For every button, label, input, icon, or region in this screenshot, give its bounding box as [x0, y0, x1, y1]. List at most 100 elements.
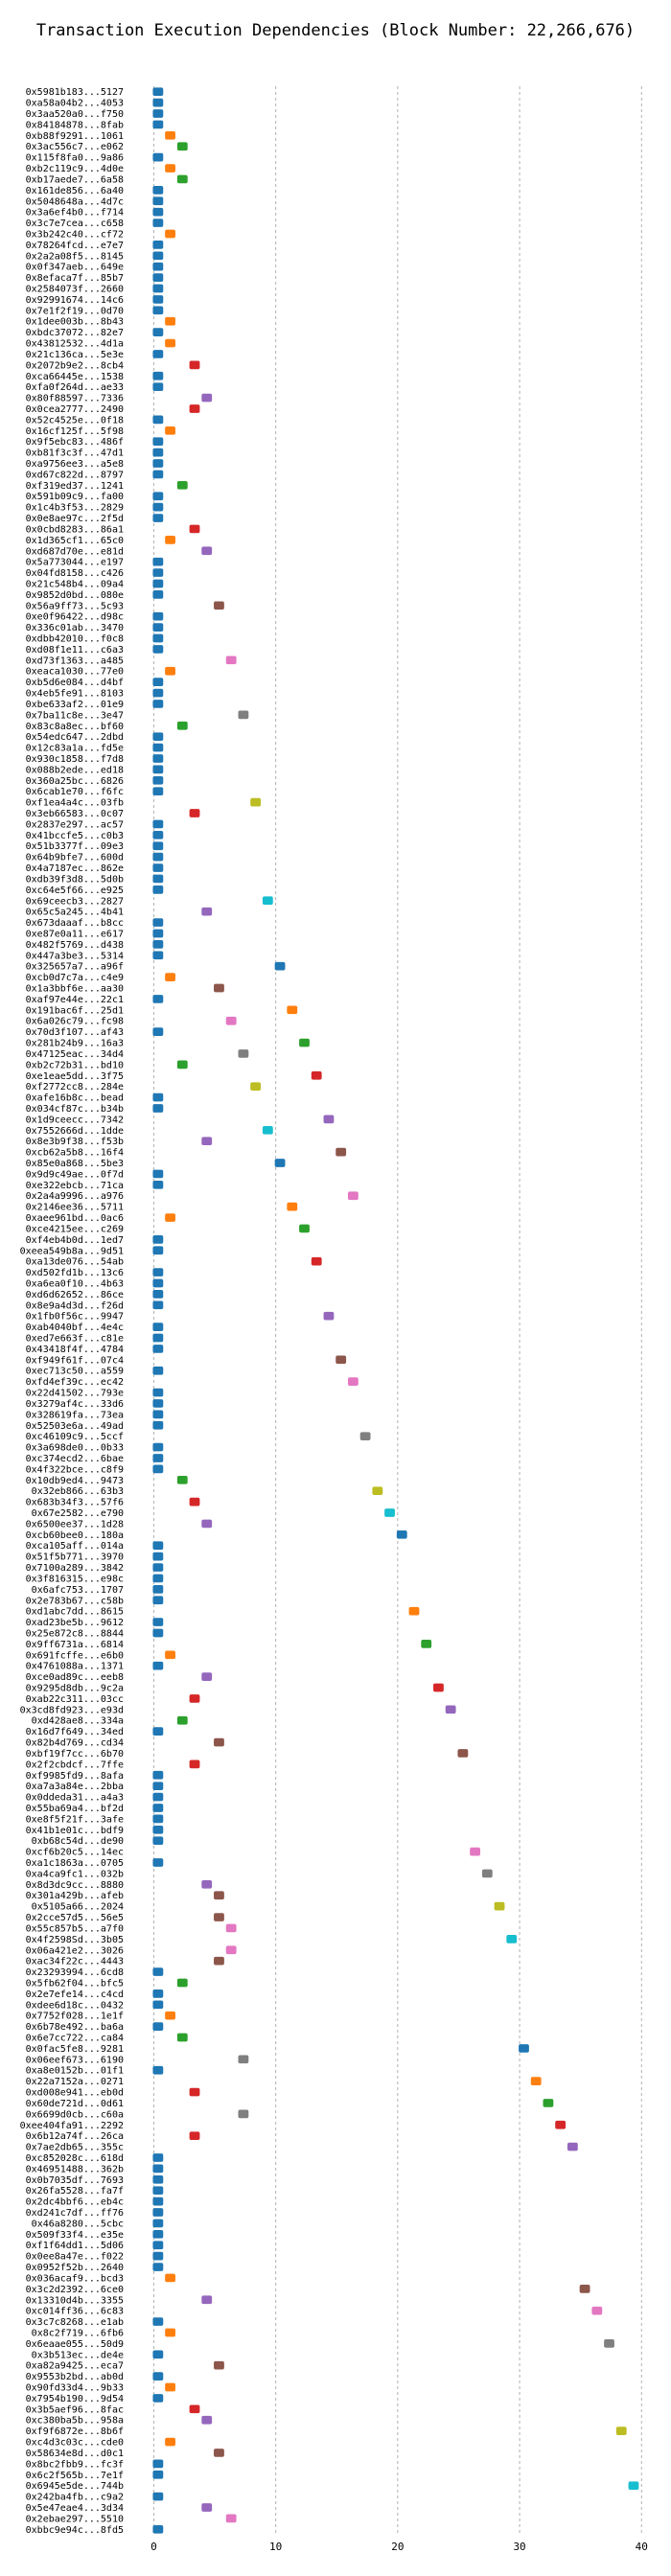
- task-bar: [445, 1705, 456, 1714]
- task-label: 0xe87e0a11...e617: [26, 929, 124, 939]
- task-label: 0xaee961bd...0ac6: [26, 1213, 124, 1224]
- task-label: 0xb68c54d...de90: [32, 1836, 124, 1847]
- task-label: 0x7752f028...1e1f: [26, 2012, 124, 2022]
- task-label: 0x6b12a74f...26ca: [26, 2131, 124, 2142]
- x-tick-label: 40: [636, 2541, 648, 2553]
- task-bar: [152, 2164, 164, 2174]
- task-bar: [201, 1672, 213, 1681]
- task-bar: [152, 2372, 164, 2380]
- task-bar: [336, 1355, 347, 1365]
- task-label: 0xab4040bf...4e4c: [26, 1322, 124, 1333]
- task-label: 0xbbc9e94c...8fd5: [26, 2525, 124, 2536]
- task-label: 0xdb39f3d8...5d0b: [26, 874, 124, 885]
- task-label: 0x3f816315...e98c: [26, 1574, 124, 1584]
- task-label: 0xc380ba5b...958a: [26, 2416, 124, 2426]
- task-label: 0xd241c7df...ff76: [26, 2208, 124, 2219]
- task-label: 0x161de856...6a40: [26, 186, 124, 196]
- task-label: 0x115f8fa0...9a86: [26, 153, 124, 164]
- task-label: 0xb2c119c9...4d0e: [26, 164, 124, 174]
- task-label: 0x0ee8a47e...f022: [26, 2252, 124, 2263]
- task-label: 0x5048648a...4d7c: [26, 196, 124, 207]
- task-label: 0x70d3f107...af43: [26, 1027, 124, 1038]
- task-bar: [165, 2328, 175, 2337]
- task-bar: [165, 666, 175, 676]
- task-label: 0xafe16b8c...bead: [26, 1093, 124, 1104]
- task-bar: [152, 1092, 164, 1102]
- task-label: 0xe8f5f21f...3afe: [26, 1814, 124, 1825]
- task-label: 0xce4215ee...c269: [26, 1224, 124, 1234]
- task-bar: [152, 1278, 164, 1288]
- task-label: 0x10db9ed4...9473: [26, 1476, 124, 1486]
- task-label: 0x83c8a8ec...bf60: [26, 722, 124, 732]
- task-label: 0x242ba4fb...c9a2: [26, 2493, 124, 2503]
- task-label: 0x034cf87c...b34b: [26, 1104, 124, 1115]
- task-bar: [214, 1956, 224, 1966]
- task-bar: [152, 1967, 164, 1976]
- task-bar: [152, 350, 164, 358]
- task-bar: [225, 1945, 237, 1955]
- task-label: 0xac34f22c...4443: [26, 1957, 124, 1967]
- task-label: 0x47125eac...34d4: [26, 1049, 124, 1060]
- task-bar: [152, 2251, 164, 2261]
- task-bar: [176, 142, 188, 151]
- task-label: 0x3cd8fd923...e93d: [20, 1705, 124, 1715]
- task-label: 0x92991674...14c6: [26, 295, 124, 306]
- task-bar: [165, 164, 175, 172]
- task-bar: [408, 1606, 420, 1616]
- task-bar: [152, 2022, 164, 2031]
- task-label: 0xf9f6872e...8b6f: [26, 2426, 124, 2437]
- task-bar: [152, 437, 164, 447]
- task-label: 0x12c83a1a...fd5e: [26, 744, 124, 754]
- task-label: 0xbdc37072...82e7: [26, 328, 124, 338]
- task-bar: [176, 1060, 188, 1070]
- task-bar: [152, 98, 164, 107]
- task-label: 0x6945e5de...744b: [26, 2481, 124, 2492]
- task-label: 0x0cbd8283...86a1: [26, 524, 124, 535]
- task-label: 0xee404fa91...2292: [20, 2121, 124, 2131]
- task-bar: [250, 797, 262, 807]
- task-bar: [152, 557, 164, 566]
- task-bar: [152, 2459, 164, 2469]
- task-bar: [152, 2000, 164, 2010]
- task-label: 0x3a6ef4b0...f714: [26, 208, 124, 218]
- task-bar: [152, 1628, 164, 1638]
- task-bar: [152, 1618, 164, 1626]
- task-bar: [176, 1475, 188, 1484]
- task-label: 0x78264fcd...e7e7: [26, 241, 124, 251]
- task-bar: [152, 940, 164, 949]
- task-label: 0x56a9ff73...5c93: [26, 601, 124, 611]
- task-bar: [152, 87, 164, 97]
- task-bar: [470, 1847, 480, 1856]
- task-bar: [152, 2524, 164, 2534]
- task-label: 0xa9756ee3...a5e8: [26, 459, 124, 470]
- task-bar: [323, 1311, 335, 1321]
- task-bar: [299, 1224, 310, 1233]
- task-bar: [165, 316, 175, 326]
- task-bar: [152, 448, 164, 457]
- task-bar: [189, 2131, 200, 2141]
- task-label: 0x4761088a...1371: [26, 1662, 124, 1672]
- task-label: 0xc852028c...618d: [26, 2153, 124, 2164]
- task-bar: [152, 623, 164, 632]
- task-bar: [152, 863, 164, 872]
- task-bar: [152, 1563, 164, 1572]
- task-label: 0xb17aede7...6a58: [26, 174, 124, 185]
- task-label: 0x55ba69a4...bf2d: [26, 1804, 124, 1814]
- task-bar: [152, 1410, 164, 1419]
- task-label: 0x2dc4bbf6...eb4c: [26, 2197, 124, 2208]
- task-label: 0xd687d70e...e81d: [26, 546, 124, 557]
- task-label: 0xd6d62652...86ce: [26, 1290, 124, 1300]
- task-bar: [152, 1574, 164, 1583]
- task-bar: [591, 2306, 603, 2315]
- task-label: 0x088b2ede...ed18: [26, 765, 124, 775]
- task-label: 0xf319ed37...1241: [26, 481, 124, 492]
- task-bar: [615, 2426, 627, 2435]
- task-bar: [359, 1432, 371, 1441]
- task-bar: [152, 328, 164, 336]
- task-label: 0x0952f52b...2640: [26, 2263, 124, 2273]
- task-label: 0x21c548b4...09a4: [26, 579, 124, 589]
- task-bar: [152, 109, 164, 118]
- task-label: 0x2e783b67...c58b: [26, 1596, 124, 1606]
- task-bar: [250, 1082, 262, 1092]
